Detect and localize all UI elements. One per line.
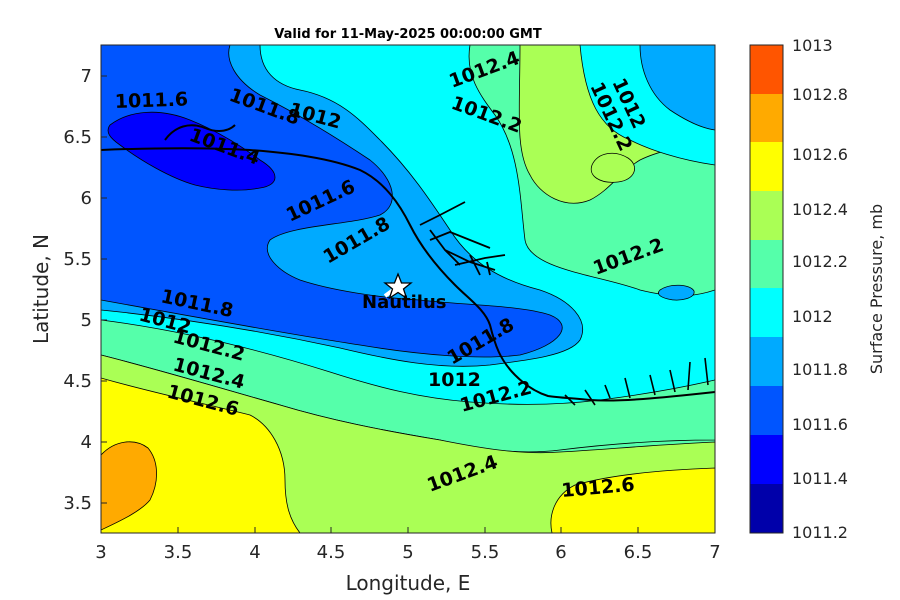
colorbar-swatch — [750, 386, 783, 435]
x-tick-label: 5 — [402, 542, 413, 563]
y-tick-label: 5 — [81, 310, 92, 331]
place-label: Nautilus — [362, 292, 447, 313]
colorbar-tick-label: 1012.4 — [792, 200, 848, 219]
x-axis-tick-marks — [177, 527, 639, 533]
contour-label: 1012 — [428, 369, 481, 391]
colorbar-tick-label: 1012.2 — [792, 252, 848, 271]
colorbar — [749, 44, 784, 534]
coastline — [101, 147, 715, 402]
y-tick-label: 6 — [81, 188, 92, 209]
y-tick-label: 5.5 — [63, 249, 92, 270]
x-axis-label: Longitude, E — [346, 571, 471, 595]
nautilus-marker: Nautilus — [362, 272, 447, 313]
y-axis-label: Latitude, N — [29, 234, 53, 344]
x-tick-label: 3.5 — [164, 542, 193, 563]
colorbar-swatch — [750, 45, 783, 94]
colorbar-ticks: 1013 1012.8 1012.6 1012.4 1012.2 1012 10… — [792, 36, 848, 542]
border-west-inset — [164, 124, 236, 141]
x-tick-label: 6.5 — [624, 542, 653, 563]
map-plot-area: 1011.6 1011.8 1012 1011.4 1012.4 1012.2 … — [101, 45, 715, 533]
band-1012-2-patch-east — [590, 152, 635, 183]
colorbar-tick-label: 1012.6 — [792, 145, 848, 164]
band-1011-4-core — [107, 111, 276, 191]
colorbar-tick-label: 1011.8 — [792, 360, 848, 379]
colorbar-tick-label: 1012.8 — [792, 85, 848, 104]
y-tick-label: 6.5 — [63, 127, 92, 148]
x-tick-label: 4 — [249, 542, 260, 563]
x-tick-label: 7 — [709, 542, 720, 563]
colorbar-swatch — [750, 337, 783, 386]
colorbar-swatch — [750, 94, 783, 142]
y-tick-label: 4 — [81, 432, 92, 453]
band-1011-8-top-right-cell — [639, 45, 715, 131]
colorbar-swatch — [750, 484, 783, 533]
colorbar-swatch — [750, 240, 783, 288]
x-axis-ticks: 3 3.5 4 4.5 5 5.5 6 6.5 7 — [95, 542, 720, 563]
x-tick-label: 6 — [555, 542, 566, 563]
y-tick-label: 4.5 — [63, 371, 92, 392]
x-tick-label: 5.5 — [471, 542, 500, 563]
band-1011-6-main — [101, 45, 563, 358]
eastern-creeks — [564, 357, 709, 406]
band-1011-8-patch-east — [658, 284, 695, 301]
y-axis-ticks: 7 6.5 6 5.5 5 4.5 4 3.5 — [63, 66, 92, 514]
colorbar-label: Surface Pressure, mb — [867, 204, 886, 374]
colorbar-frame — [749, 44, 784, 534]
band-1012-8-southwest — [101, 441, 157, 531]
x-tick-label: 3 — [95, 542, 106, 563]
map-title: Valid for 11-May-2025 00:00:00 GMT — [274, 27, 542, 42]
colorbar-swatch — [750, 142, 783, 191]
star-icon — [383, 272, 413, 300]
colorbar-swatch — [750, 435, 783, 484]
colorbar-swatch — [750, 288, 783, 337]
colorbar-tick-label: 1011.4 — [792, 469, 848, 488]
delta-river-network — [419, 201, 506, 276]
colorbar-tick-label: 1011.6 — [792, 415, 848, 434]
y-tick-label: 3.5 — [63, 493, 92, 514]
colorbar-tick-label: 1012 — [792, 307, 833, 326]
x-tick-label: 4.5 — [317, 542, 346, 563]
y-axis-tick-marks — [101, 75, 107, 504]
y-tick-label: 7 — [81, 66, 92, 87]
colorbar-tick-label: 1013 — [792, 36, 833, 55]
colorbar-swatch — [750, 191, 783, 240]
contour-label: 1011.6 — [114, 88, 188, 113]
band-1012-6-southeast — [550, 467, 715, 533]
colorbar-tick-label: 1011.2 — [792, 523, 848, 542]
